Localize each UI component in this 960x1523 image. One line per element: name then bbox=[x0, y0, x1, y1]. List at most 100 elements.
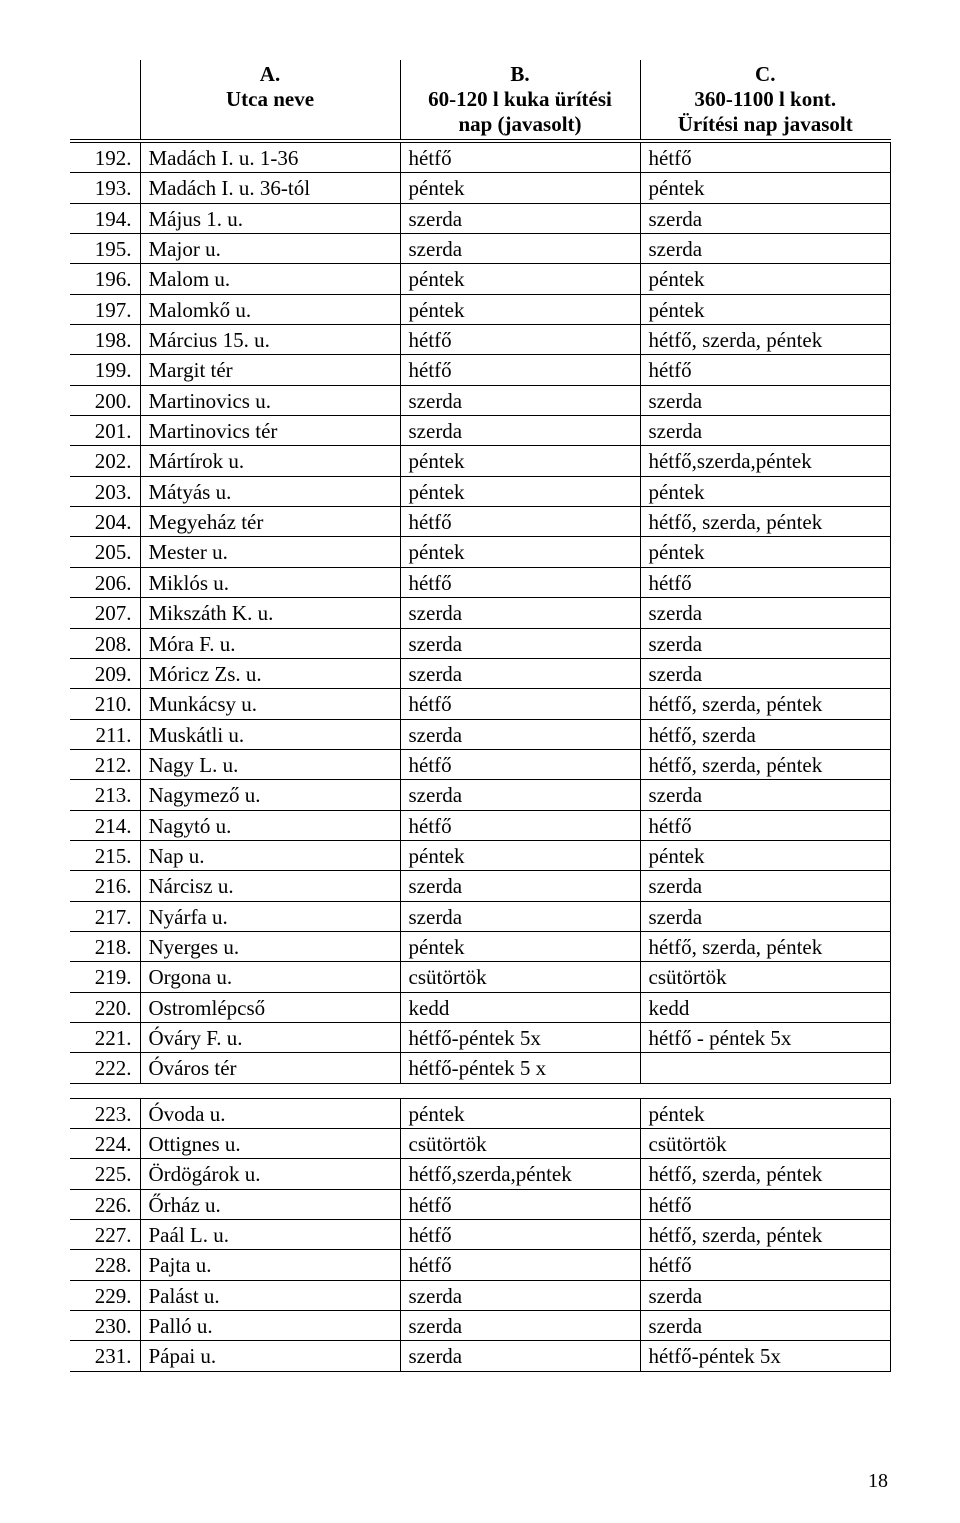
street-name-cell: Pápai u. bbox=[140, 1341, 400, 1371]
street-name-cell: Ördögárok u. bbox=[140, 1159, 400, 1189]
street-name-cell: Munkácsy u. bbox=[140, 689, 400, 719]
large-bin-day-cell: hétfő, szerda, péntek bbox=[640, 749, 890, 779]
table-row: 206.Miklós u.hétfőhétfő bbox=[70, 567, 890, 597]
header-line: nap (javasolt) bbox=[407, 112, 634, 137]
small-bin-day-cell: péntek bbox=[400, 264, 640, 294]
row-number: 202. bbox=[70, 446, 140, 476]
small-bin-day-cell: péntek bbox=[400, 476, 640, 506]
large-bin-day-cell: hétfő bbox=[640, 141, 890, 173]
street-name-cell: Malom u. bbox=[140, 264, 400, 294]
row-number: 203. bbox=[70, 476, 140, 506]
large-bin-day-cell: hétfő bbox=[640, 1189, 890, 1219]
table-body: 192.Madách I. u. 1-36hétfőhétfő193.Madác… bbox=[70, 141, 890, 1371]
header-line: 60-120 l kuka ürítési bbox=[407, 87, 634, 112]
table-row: 221.Óváry F. u.hétfő-péntek 5xhétfő - pé… bbox=[70, 1022, 890, 1052]
row-number: 193. bbox=[70, 173, 140, 203]
small-bin-day-cell: hétfő bbox=[400, 1189, 640, 1219]
row-number: 198. bbox=[70, 325, 140, 355]
row-number: 206. bbox=[70, 567, 140, 597]
row-number: 212. bbox=[70, 749, 140, 779]
street-name-cell: Nyárfa u. bbox=[140, 901, 400, 931]
street-name-cell: Pajta u. bbox=[140, 1250, 400, 1280]
table-row bbox=[70, 1083, 890, 1098]
large-bin-day-cell: szerda bbox=[640, 628, 890, 658]
street-name-cell: Nagytó u. bbox=[140, 810, 400, 840]
street-name-cell: Nap u. bbox=[140, 840, 400, 870]
small-bin-day-cell: szerda bbox=[400, 385, 640, 415]
row-number: 210. bbox=[70, 689, 140, 719]
street-name-cell: Madách I. u. 36-tól bbox=[140, 173, 400, 203]
header-letter: A. bbox=[147, 62, 394, 87]
small-bin-day-cell: hétfő,szerda,péntek bbox=[400, 1159, 640, 1189]
gap-cell bbox=[70, 1083, 890, 1098]
street-name-cell: Paál L. u. bbox=[140, 1220, 400, 1250]
street-name-cell: Óváry F. u. bbox=[140, 1022, 400, 1052]
street-name-cell: Major u. bbox=[140, 234, 400, 264]
row-number: 196. bbox=[70, 264, 140, 294]
row-number: 199. bbox=[70, 355, 140, 385]
table-row: 192.Madách I. u. 1-36hétfőhétfő bbox=[70, 141, 890, 173]
row-number: 194. bbox=[70, 203, 140, 233]
table-row: 226.Őrház u.hétfőhétfő bbox=[70, 1189, 890, 1219]
table-row: 219.Orgona u.csütörtökcsütörtök bbox=[70, 962, 890, 992]
large-bin-day-cell: péntek bbox=[640, 840, 890, 870]
small-bin-day-cell: szerda bbox=[400, 598, 640, 628]
table-row: 215.Nap u.péntekpéntek bbox=[70, 840, 890, 870]
row-number: 222. bbox=[70, 1053, 140, 1083]
small-bin-day-cell: péntek bbox=[400, 537, 640, 567]
header-col-c: C. 360-1100 l kont. Ürítési nap javasolt bbox=[640, 60, 890, 141]
small-bin-day-cell: hétfő bbox=[400, 1220, 640, 1250]
street-name-cell: Móricz Zs. u. bbox=[140, 658, 400, 688]
small-bin-day-cell: péntek bbox=[400, 931, 640, 961]
large-bin-day-cell: hétfő, szerda, péntek bbox=[640, 507, 890, 537]
row-number: 218. bbox=[70, 931, 140, 961]
row-number: 204. bbox=[70, 507, 140, 537]
row-number: 195. bbox=[70, 234, 140, 264]
row-number: 223. bbox=[70, 1098, 140, 1128]
large-bin-day-cell: hétfő, szerda, péntek bbox=[640, 689, 890, 719]
small-bin-day-cell: szerda bbox=[400, 780, 640, 810]
table-row: 228.Pajta u.hétfőhétfő bbox=[70, 1250, 890, 1280]
table-row: 230.Palló u.szerdaszerda bbox=[70, 1311, 890, 1341]
street-name-cell: Május 1. u. bbox=[140, 203, 400, 233]
street-name-cell: Nárcisz u. bbox=[140, 871, 400, 901]
table-row: 214.Nagytó u.hétfőhétfő bbox=[70, 810, 890, 840]
table-row: 195.Major u.szerdaszerda bbox=[70, 234, 890, 264]
table-row: 213.Nagymező u.szerdaszerda bbox=[70, 780, 890, 810]
table-row: 194.Május 1. u.szerdaszerda bbox=[70, 203, 890, 233]
street-name-cell: Malomkő u. bbox=[140, 294, 400, 324]
large-bin-day-cell: péntek bbox=[640, 264, 890, 294]
small-bin-day-cell: szerda bbox=[400, 203, 640, 233]
row-number: 216. bbox=[70, 871, 140, 901]
header-col-a: A. Utca neve bbox=[140, 60, 400, 141]
small-bin-day-cell: péntek bbox=[400, 446, 640, 476]
large-bin-day-cell: szerda bbox=[640, 203, 890, 233]
table-row: 209.Móricz Zs. u.szerdaszerda bbox=[70, 658, 890, 688]
large-bin-day-cell: szerda bbox=[640, 385, 890, 415]
large-bin-day-cell: hétfő, szerda, péntek bbox=[640, 325, 890, 355]
row-number: 209. bbox=[70, 658, 140, 688]
table-row: 229.Palást u.szerdaszerda bbox=[70, 1280, 890, 1310]
header-letter: C. bbox=[647, 62, 885, 87]
header-line: 360-1100 l kont. bbox=[647, 87, 885, 112]
small-bin-day-cell: szerda bbox=[400, 628, 640, 658]
large-bin-day-cell: csütörtök bbox=[640, 962, 890, 992]
street-name-cell: Ottignes u. bbox=[140, 1129, 400, 1159]
street-name-cell: Óváros tér bbox=[140, 1053, 400, 1083]
large-bin-day-cell: hétfő bbox=[640, 567, 890, 597]
street-name-cell: Nyerges u. bbox=[140, 931, 400, 961]
street-name-cell: Muskátli u. bbox=[140, 719, 400, 749]
large-bin-day-cell: péntek bbox=[640, 476, 890, 506]
table-row: 231.Pápai u.szerdahétfő-péntek 5x bbox=[70, 1341, 890, 1371]
table-row: 198.Március 15. u.hétfőhétfő, szerda, pé… bbox=[70, 325, 890, 355]
schedule-table: A. Utca neve B. 60-120 l kuka ürítési na… bbox=[70, 60, 891, 1372]
large-bin-day-cell: hétfő bbox=[640, 355, 890, 385]
small-bin-day-cell: péntek bbox=[400, 173, 640, 203]
table-row: 201.Martinovics térszerdaszerda bbox=[70, 416, 890, 446]
small-bin-day-cell: péntek bbox=[400, 1098, 640, 1128]
street-name-cell: Óvoda u. bbox=[140, 1098, 400, 1128]
large-bin-day-cell: hétfő, szerda, péntek bbox=[640, 1159, 890, 1189]
street-name-cell: Palló u. bbox=[140, 1311, 400, 1341]
street-name-cell: Madách I. u. 1-36 bbox=[140, 141, 400, 173]
large-bin-day-cell: szerda bbox=[640, 234, 890, 264]
